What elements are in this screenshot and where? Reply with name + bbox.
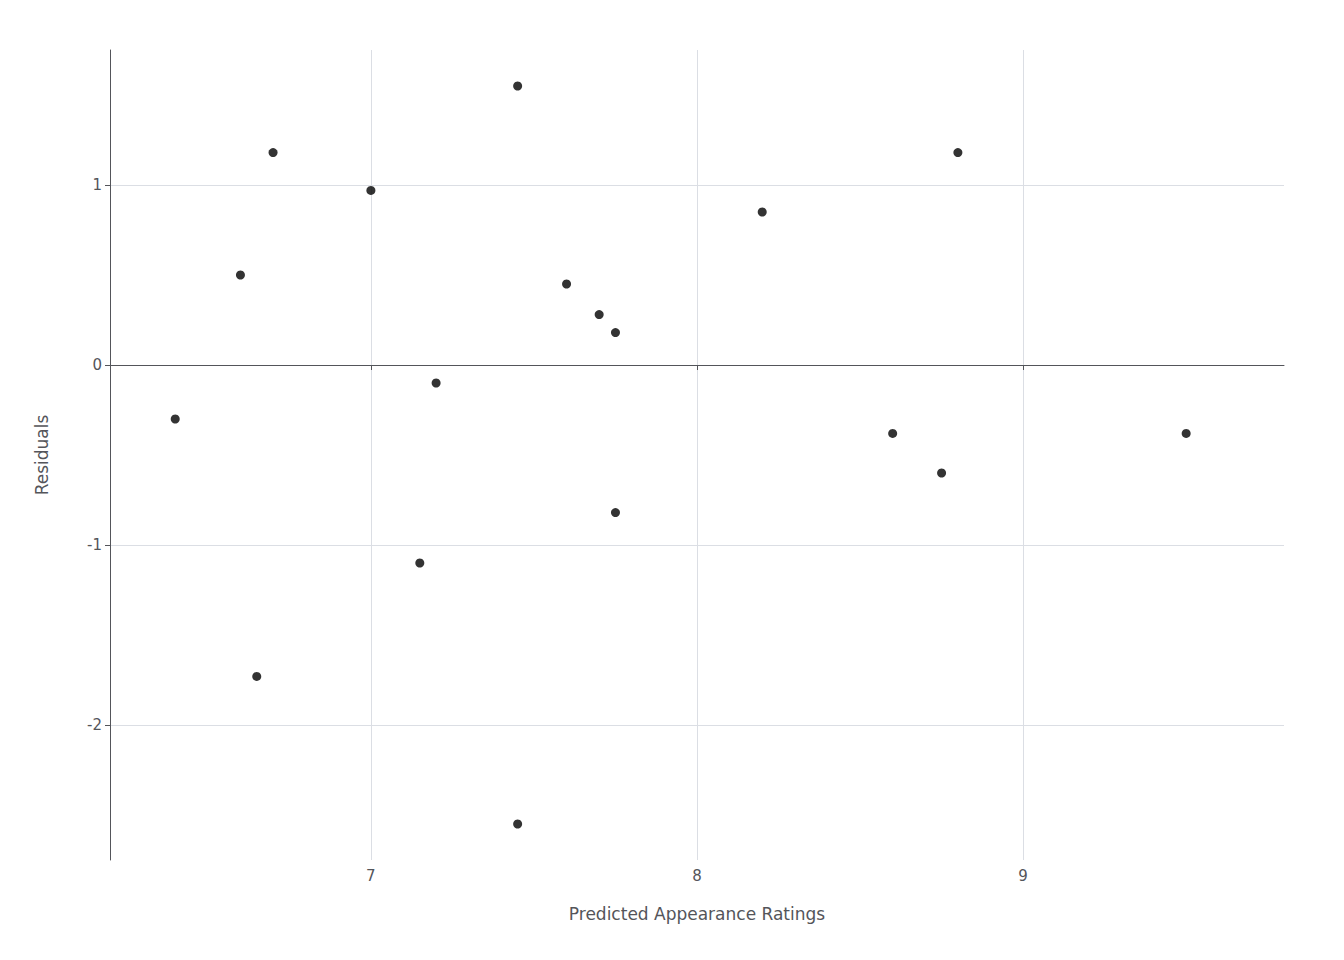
- svg-text:0: 0: [92, 356, 102, 374]
- svg-text:-2: -2: [87, 716, 102, 734]
- svg-text:8: 8: [692, 867, 702, 885]
- svg-text:Predicted Appearance Ratings: Predicted Appearance Ratings: [569, 904, 825, 924]
- svg-text:7: 7: [366, 867, 376, 885]
- svg-text:9: 9: [1018, 867, 1028, 885]
- svg-text:1: 1: [92, 176, 102, 194]
- svg-text:-1: -1: [87, 536, 102, 554]
- svg-text:Residuals: Residuals: [32, 415, 52, 496]
